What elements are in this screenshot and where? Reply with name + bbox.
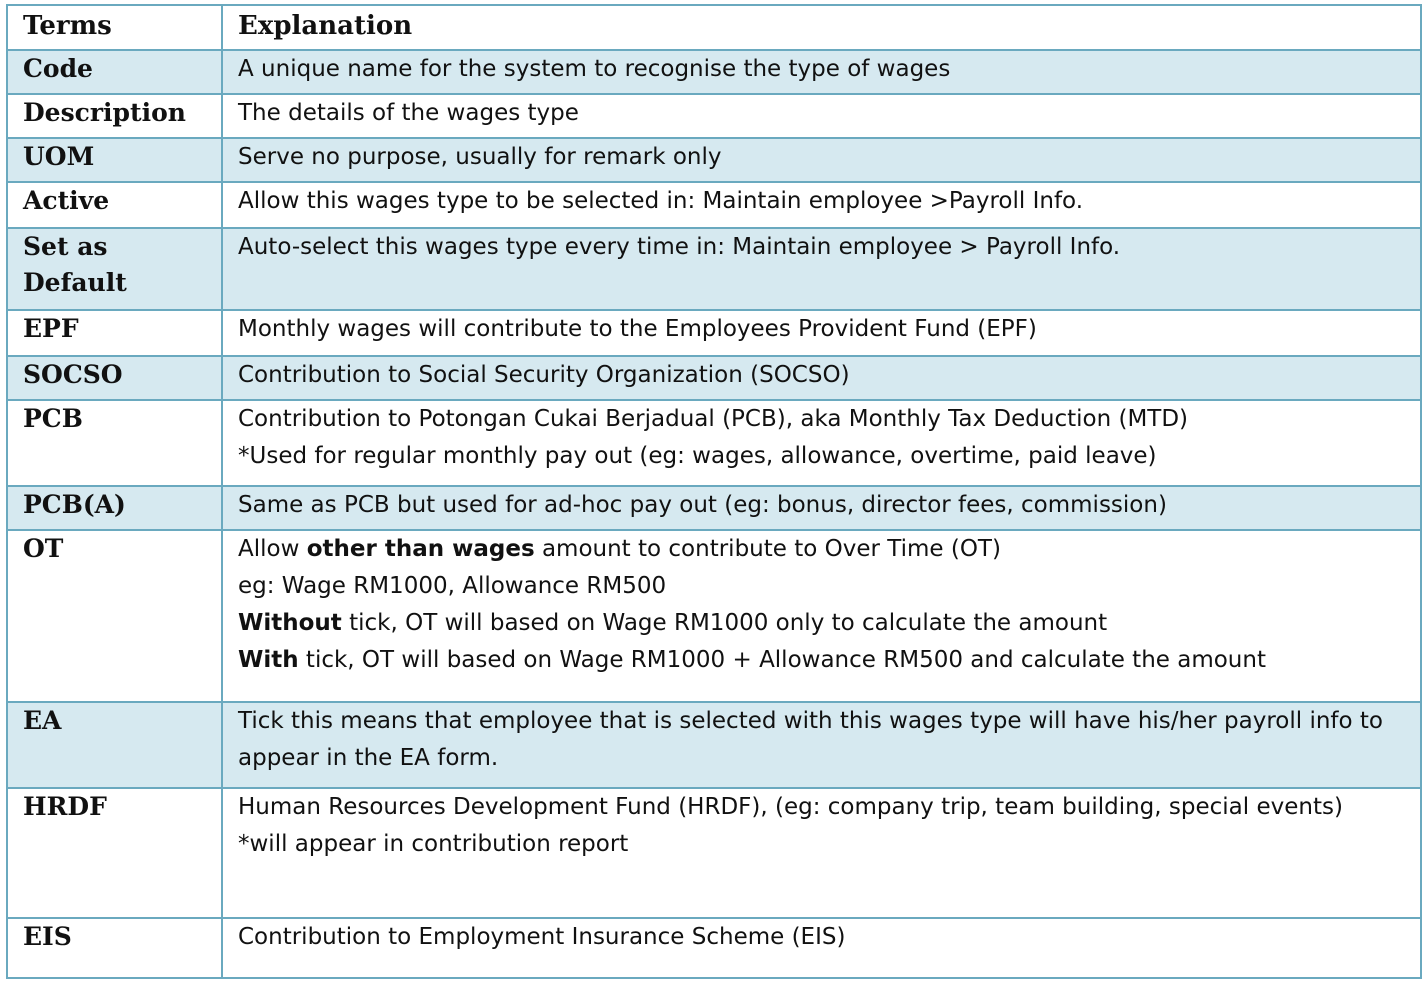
- explanation-hrdf: Human Resources Development Fund (HRDF),…: [221, 787, 1422, 919]
- table-row: EA Tick this means that employee that is…: [6, 701, 1422, 789]
- table-header-row: Terms Explanation: [6, 4, 1422, 51]
- bold-segment: With: [238, 647, 299, 673]
- table-row: Description The details of the wages typ…: [6, 93, 1422, 139]
- explanation-line: *Used for regular monthly pay out (eg: w…: [238, 443, 1157, 469]
- header-terms: Terms: [6, 4, 223, 51]
- explanation-code: A unique name for the system to recognis…: [221, 49, 1422, 95]
- explanation-line: Allow other than wages amount to contrib…: [238, 531, 1410, 568]
- text-segment: tick, OT will based on Wage RM1000 + All…: [298, 647, 1266, 673]
- table-row: EPF Monthly wages will contribute to the…: [6, 309, 1422, 357]
- table-row: HRDF Human Resources Development Fund (H…: [6, 787, 1422, 919]
- explanation-line: A unique name for the system to recognis…: [238, 56, 951, 82]
- explanation-set-as-default: Auto-select this wages type every time i…: [221, 227, 1422, 311]
- term-hrdf: HRDF: [6, 787, 223, 919]
- explanation-line: Contribution to Potongan Cukai Berjadual…: [238, 406, 1189, 432]
- explanation-line: eg: Wage RM1000, Allowance RM500: [238, 573, 667, 599]
- term-pcb-a: PCB(A): [6, 485, 223, 531]
- term-line: Default: [23, 268, 127, 297]
- text-segment: tick, OT will based on Wage RM1000 only …: [341, 610, 1108, 636]
- terms-table: Terms Explanation Code A unique name for…: [6, 4, 1422, 979]
- explanation-line: Human Resources Development Fund (HRDF),…: [238, 794, 1343, 820]
- table-row: PCB(A) Same as PCB but used for ad-hoc p…: [6, 485, 1422, 531]
- term-active: Active: [6, 181, 223, 229]
- term-uom: UOM: [6, 137, 223, 183]
- term-eis: EIS: [6, 917, 223, 979]
- explanation-line: Auto-select this wages type every time i…: [238, 234, 1121, 260]
- table-row: EIS Contribution to Employment Insurance…: [6, 917, 1422, 979]
- explanation-pcb: Contribution to Potongan Cukai Berjadual…: [221, 399, 1422, 487]
- bold-segment: other than wages: [306, 536, 535, 562]
- explanation-line: The details of the wages type: [238, 100, 579, 126]
- explanation-ea: Tick this means that employee that is se…: [221, 701, 1422, 789]
- table-row: SOCSO Contribution to Social Security Or…: [6, 355, 1422, 401]
- terms-table-wrapper: Terms Explanation Code A unique name for…: [6, 4, 1422, 979]
- bold-segment: Without: [238, 610, 342, 636]
- explanation-line: Serve no purpose, usually for remark onl…: [238, 144, 722, 170]
- explanation-line: Allow this wages type to be selected in:…: [238, 188, 1084, 214]
- table-row: OT Allow other than wages amount to cont…: [6, 529, 1422, 703]
- term-pcb: PCB: [6, 399, 223, 487]
- table-row: Active Allow this wages type to be selec…: [6, 181, 1422, 229]
- text-segment: Allow: [238, 536, 307, 562]
- explanation-eis: Contribution to Employment Insurance Sch…: [221, 917, 1422, 979]
- table-row: PCB Contribution to Potongan Cukai Berja…: [6, 399, 1422, 487]
- term-line: Set as: [23, 232, 108, 261]
- term-ea: EA: [6, 701, 223, 789]
- text-segment: amount to contribute to Over Time (OT): [534, 536, 1001, 562]
- term-socso: SOCSO: [6, 355, 223, 401]
- explanation-uom: Serve no purpose, usually for remark onl…: [221, 137, 1422, 183]
- explanation-ot: Allow other than wages amount to contrib…: [221, 529, 1422, 703]
- explanation-line: Same as PCB but used for ad-hoc pay out …: [238, 492, 1167, 518]
- table-row: Code A unique name for the system to rec…: [6, 49, 1422, 95]
- explanation-line: Without tick, OT will based on Wage RM10…: [238, 605, 1410, 642]
- explanation-line: Contribution to Social Security Organiza…: [238, 362, 850, 388]
- explanation-pcb-a: Same as PCB but used for ad-hoc pay out …: [221, 485, 1422, 531]
- explanation-epf: Monthly wages will contribute to the Emp…: [221, 309, 1422, 357]
- explanation-socso: Contribution to Social Security Organiza…: [221, 355, 1422, 401]
- term-description: Description: [6, 93, 223, 139]
- explanation-line: Monthly wages will contribute to the Emp…: [238, 316, 1037, 342]
- explanation-line: Tick this means that employee that is se…: [238, 708, 1383, 771]
- explanation-description: The details of the wages type: [221, 93, 1422, 139]
- table-row: Set as Default Auto-select this wages ty…: [6, 227, 1422, 311]
- term-set-as-default: Set as Default: [6, 227, 223, 311]
- table-row: UOM Serve no purpose, usually for remark…: [6, 137, 1422, 183]
- header-explanation: Explanation: [221, 4, 1422, 51]
- explanation-line: *will appear in contribution report: [238, 831, 629, 857]
- explanation-line: With tick, OT will based on Wage RM1000 …: [238, 642, 1410, 679]
- explanation-line: Contribution to Employment Insurance Sch…: [238, 924, 846, 950]
- term-ot: OT: [6, 529, 223, 703]
- term-code: Code: [6, 49, 223, 95]
- explanation-active: Allow this wages type to be selected in:…: [221, 181, 1422, 229]
- term-epf: EPF: [6, 309, 223, 357]
